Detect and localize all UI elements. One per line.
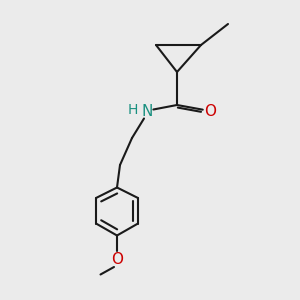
Text: N: N bbox=[141, 103, 153, 118]
Text: O: O bbox=[204, 103, 216, 118]
Text: O: O bbox=[111, 252, 123, 267]
Text: H: H bbox=[128, 103, 138, 116]
